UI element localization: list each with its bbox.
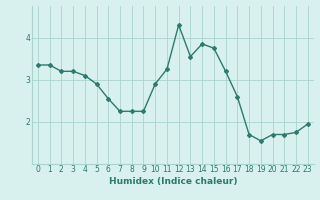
X-axis label: Humidex (Indice chaleur): Humidex (Indice chaleur) <box>108 177 237 186</box>
